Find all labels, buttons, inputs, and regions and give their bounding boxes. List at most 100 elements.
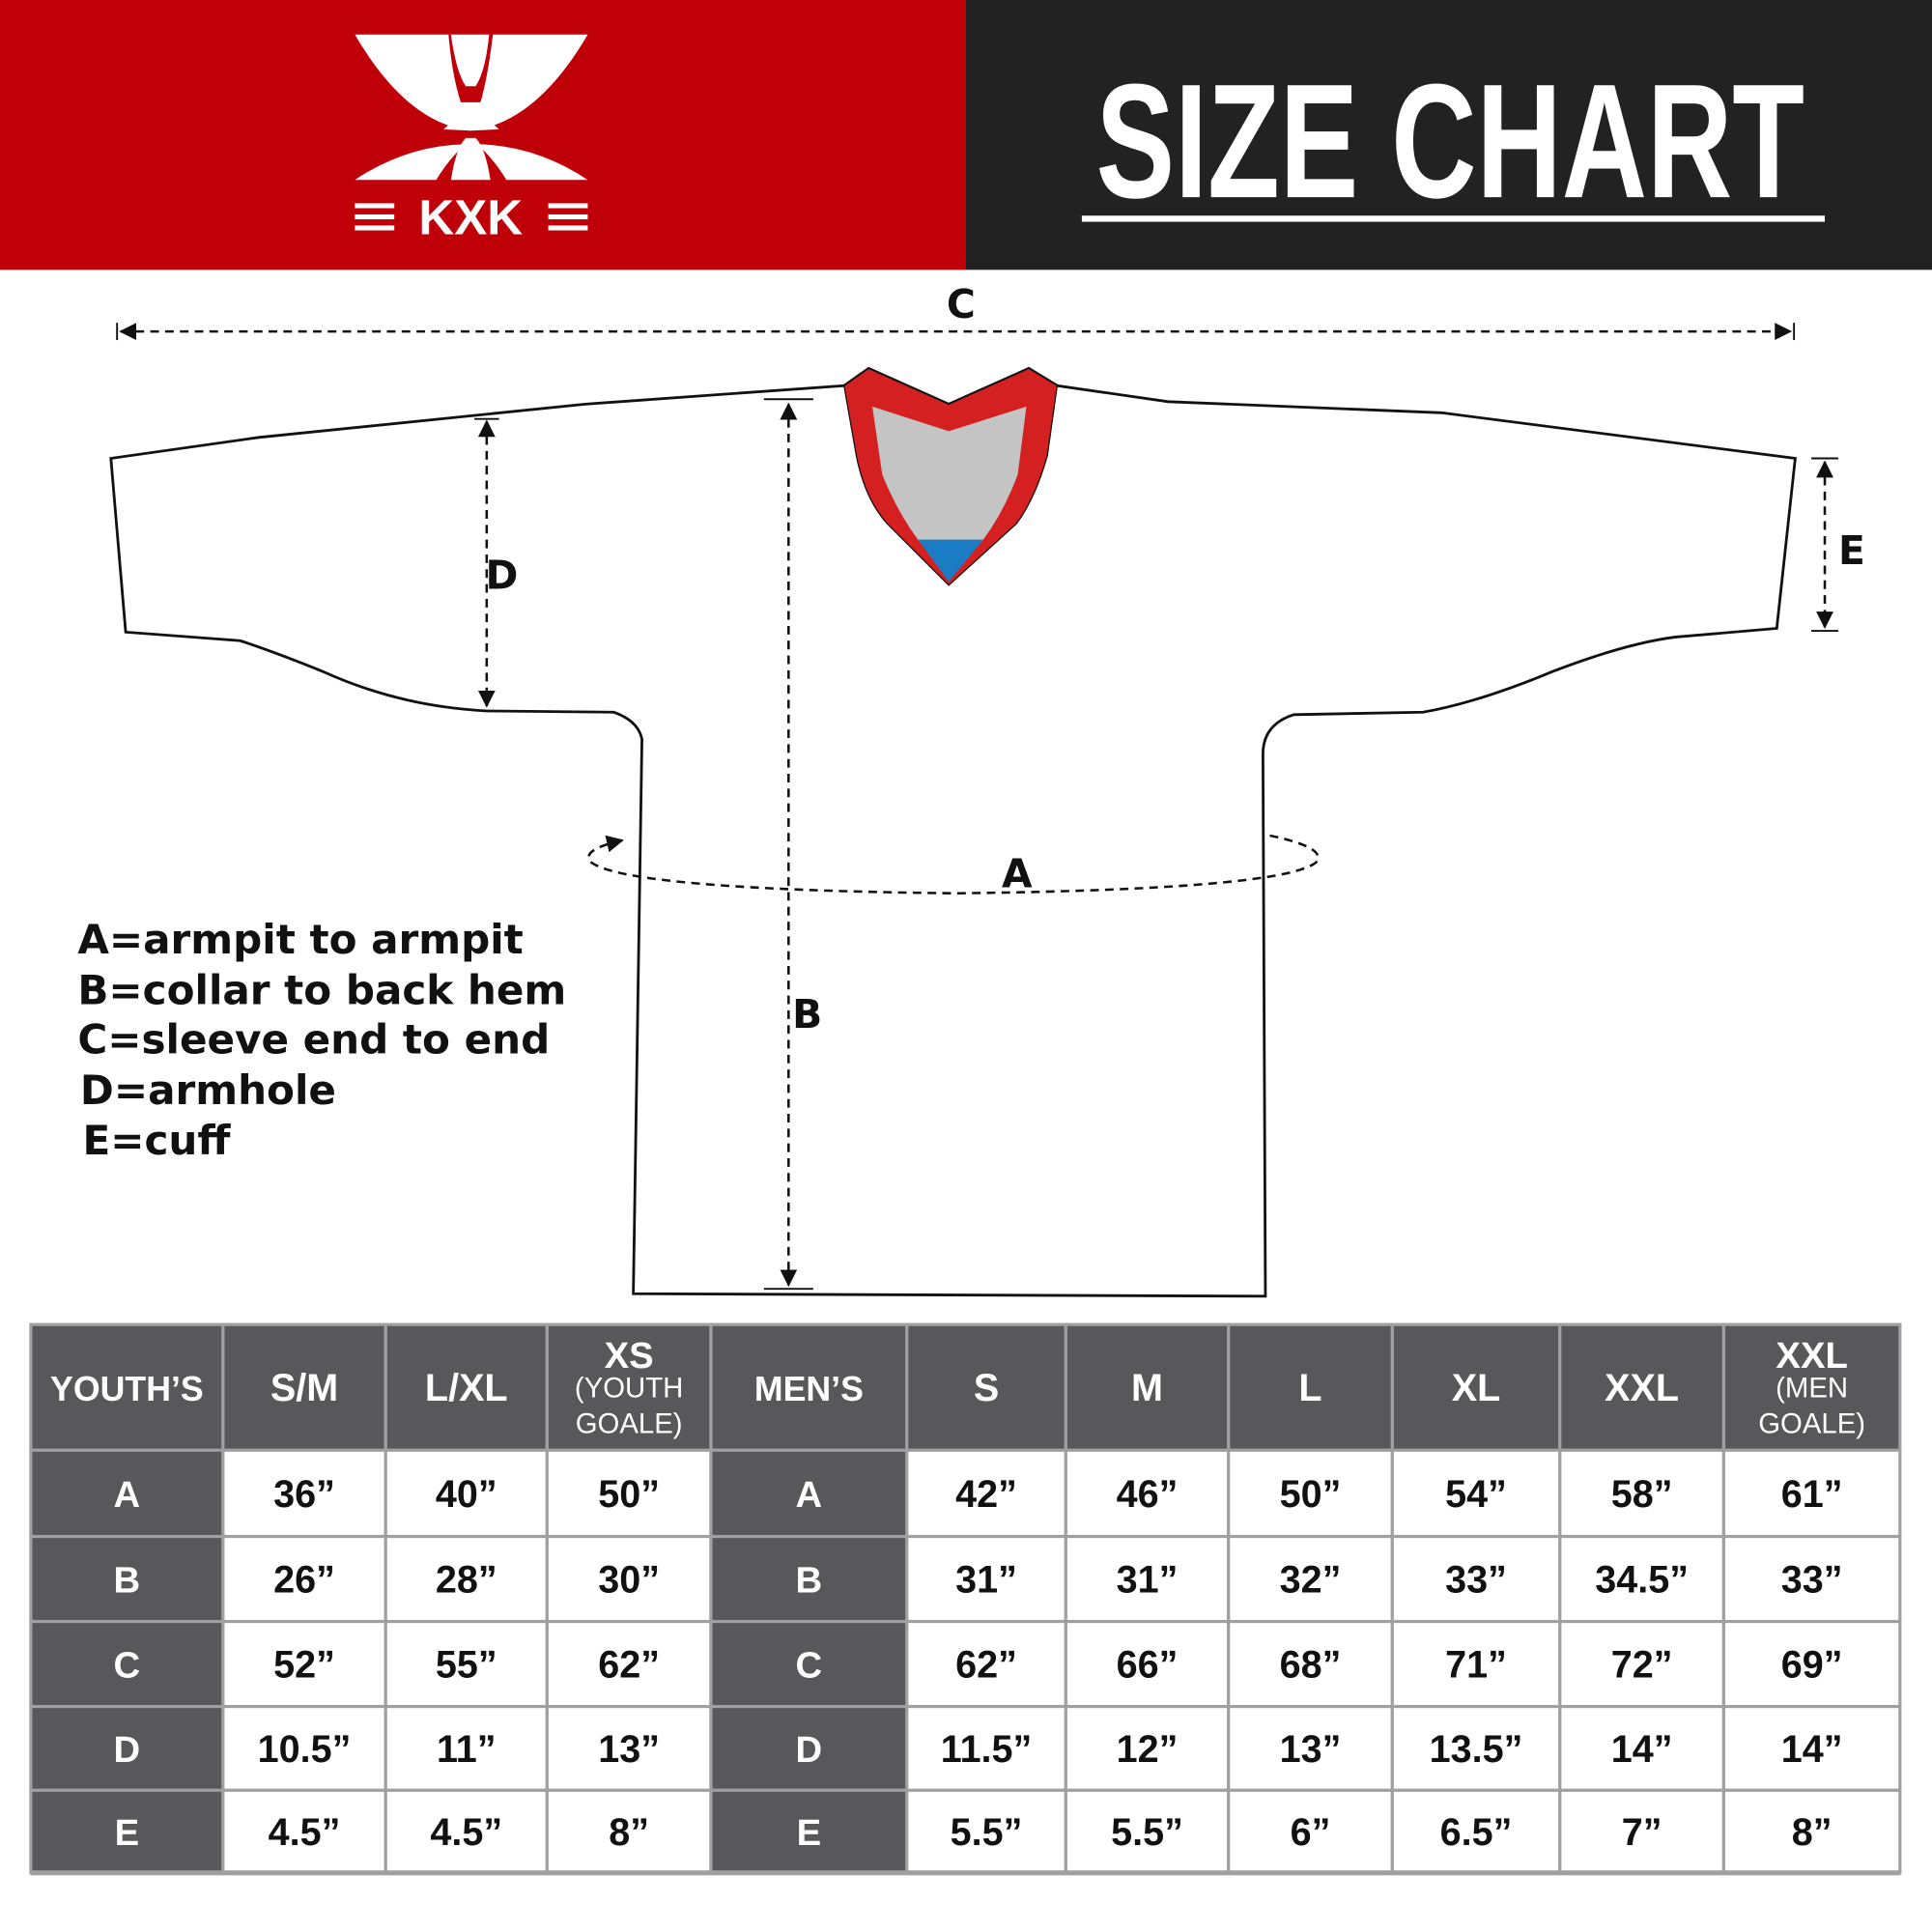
table-cell [1390,1619,1562,1709]
table-cell [905,1788,1067,1875]
row-label: C [796,1645,823,1687]
measurement-value: 6” [1291,1811,1331,1854]
measurement-value: 34.5” [1595,1559,1689,1602]
measurement-value: 36” [273,1473,335,1516]
measurement-value: 50” [1280,1473,1342,1516]
measurement-value: 6.5” [1440,1811,1513,1854]
table-cell [384,1619,549,1709]
table-header-size: YOUTH’S [50,1370,204,1408]
row-label-cell [709,1448,909,1539]
row-label-cell [709,1704,909,1792]
measurement-value: 12” [1117,1728,1179,1771]
legend-item: C=sleeve end to end [77,1016,550,1064]
dimension-b-label: B [792,991,822,1037]
table-header-note: GOALE) [576,1407,683,1439]
table-header-size: L/XL [425,1367,508,1409]
collar-blue-insert [918,539,983,582]
table-header-size: XXL [1776,1335,1847,1377]
measurement-value: 69” [1781,1644,1843,1687]
table-cell [1227,1619,1394,1709]
measurement-legend: A=armpit to armpit B=collar to back hem … [77,916,566,1164]
table-cell [1064,1534,1231,1624]
table-cell [1558,1448,1726,1539]
table-header-cell [29,1322,225,1452]
table-cell [1721,1448,1902,1539]
measurement-value: 13” [1280,1728,1342,1771]
measurement-value: 26” [273,1559,335,1602]
legend-item: A=armpit to armpit [77,916,523,963]
dimension-d-label: D [486,553,519,599]
table-header-cell [1558,1322,1726,1452]
measurement-value: 54” [1445,1473,1507,1516]
measurement-value: 71” [1445,1644,1507,1687]
row-label: D [796,1729,823,1771]
measurement-value: 5.5” [951,1811,1023,1854]
measurement-value: 40” [436,1473,497,1516]
row-label-cell [29,1704,225,1792]
table-cell [221,1704,387,1792]
measurement-value: 62” [955,1644,1017,1687]
row-label: B [796,1560,823,1602]
table-bottom-border [30,1870,1900,1876]
table-cell [1064,1619,1231,1709]
measurement-value: 10.5” [258,1728,352,1771]
table-header-size: MEN’S [754,1370,864,1408]
measurement-value: 50” [598,1473,660,1516]
table-cell [1064,1704,1231,1792]
measurement-value: 4.5” [430,1811,502,1854]
jersey-diagram: C D B E A [109,281,1865,1298]
page-title: SIZE CHART [1096,50,1804,232]
table-cell [1721,1619,1902,1709]
table-cell [221,1788,387,1875]
table-cell [1390,1788,1562,1875]
table-header-cell [1390,1322,1562,1452]
table-header-cell [1227,1322,1394,1452]
title-banner [966,0,1932,270]
measurement-value: 4.5” [269,1811,341,1854]
table-header-cell [545,1322,713,1452]
table-cell [221,1619,387,1709]
table-cell [1227,1704,1394,1792]
title-underline [1081,215,1826,222]
table-header-cell [1721,1322,1902,1452]
measurement-value: 8” [609,1811,649,1854]
kxk-logo: KXK [355,34,588,244]
table-header-size: S/M [270,1367,338,1409]
table-cell [1064,1448,1231,1539]
table-header-size: S [974,1367,999,1409]
measurement-value: 5.5” [1111,1811,1183,1854]
collar-inner [872,406,1027,580]
dimension-c-label: C [947,281,976,327]
table-header-cell [1064,1322,1231,1452]
legend-item: B=collar to back hem [77,967,566,1014]
table-header-size: XXL [1605,1367,1679,1409]
measurement-value: 8” [1792,1811,1833,1854]
dimension-e-label: E [1838,527,1865,574]
jersey-outline [109,366,1797,1298]
table-cell [545,1448,713,1539]
dimension-a-label: A [1002,850,1033,896]
measurement-value: 62” [598,1644,660,1687]
table-cell [545,1788,713,1875]
measurement-value: 42” [955,1473,1017,1516]
table-cell [384,1704,549,1792]
table-cell [1721,1704,1902,1792]
measurement-value: 58” [1611,1473,1673,1516]
table-header-size: XS [605,1335,654,1377]
measurement-value: 52” [273,1644,335,1687]
row-label: A [114,1474,141,1516]
table-header-size: L [1298,1367,1321,1409]
table-cell [545,1704,713,1792]
table-header-cell [905,1322,1067,1452]
table-header-note: GOALE) [1758,1407,1865,1439]
table-cell [905,1448,1067,1539]
row-label: A [796,1474,823,1516]
measurement-value: 66” [1117,1644,1179,1687]
measurement-value: 33” [1445,1559,1507,1602]
table-cell [1721,1534,1902,1624]
row-label: E [115,1812,140,1854]
measurement-value: 30” [598,1559,660,1602]
measurement-value: 31” [1117,1559,1179,1602]
table-cell [384,1448,549,1539]
